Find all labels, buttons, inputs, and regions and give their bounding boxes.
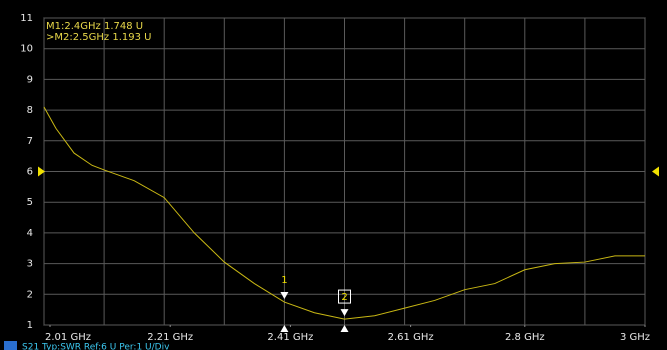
marker-foot (280, 325, 289, 332)
y-tick-label: 3 (27, 259, 33, 270)
y-tick-label: 2 (27, 289, 33, 300)
y-tick-label: 8 (27, 105, 33, 116)
y-tick-label: 9 (27, 74, 33, 85)
x-tick-label: 2.21 GHz (147, 332, 193, 343)
y-tick-label: 7 (27, 136, 33, 147)
marker-arrow (280, 292, 289, 300)
reference-arrow-left (38, 166, 45, 177)
x-tick-label: 3 GHz (620, 332, 650, 343)
y-tick-label: 5 (27, 197, 33, 208)
status-text: S21 Typ:SWR Ref:6 U Per:1 U/Div (22, 343, 170, 350)
y-tick-label: 6 (27, 167, 33, 178)
marker-label: 1 (281, 275, 287, 286)
x-tick-label: 2.8 GHz (505, 332, 545, 343)
trace (43, 106, 645, 320)
marker-label: 2 (341, 292, 347, 303)
marker-foot (340, 325, 349, 332)
reference-arrow-right (652, 166, 659, 177)
marker-readout: >M2:2.5GHz 1.193 U (46, 32, 151, 43)
marker-arrow (340, 309, 349, 317)
y-tick-label: 10 (20, 44, 33, 55)
y-tick-label: 11 (20, 13, 33, 24)
status-badge (4, 341, 17, 350)
x-tick-label: 2.41 GHz (267, 332, 313, 343)
marker-box (338, 289, 351, 304)
y-tick-label: 4 (27, 228, 33, 239)
x-tick-label: 2.01 GHz (45, 332, 91, 343)
marker-readout: M1:2.4GHz 1.748 U (46, 21, 143, 32)
x-tick-label: 2.61 GHz (388, 332, 434, 343)
y-tick-label: 1 (27, 320, 33, 331)
